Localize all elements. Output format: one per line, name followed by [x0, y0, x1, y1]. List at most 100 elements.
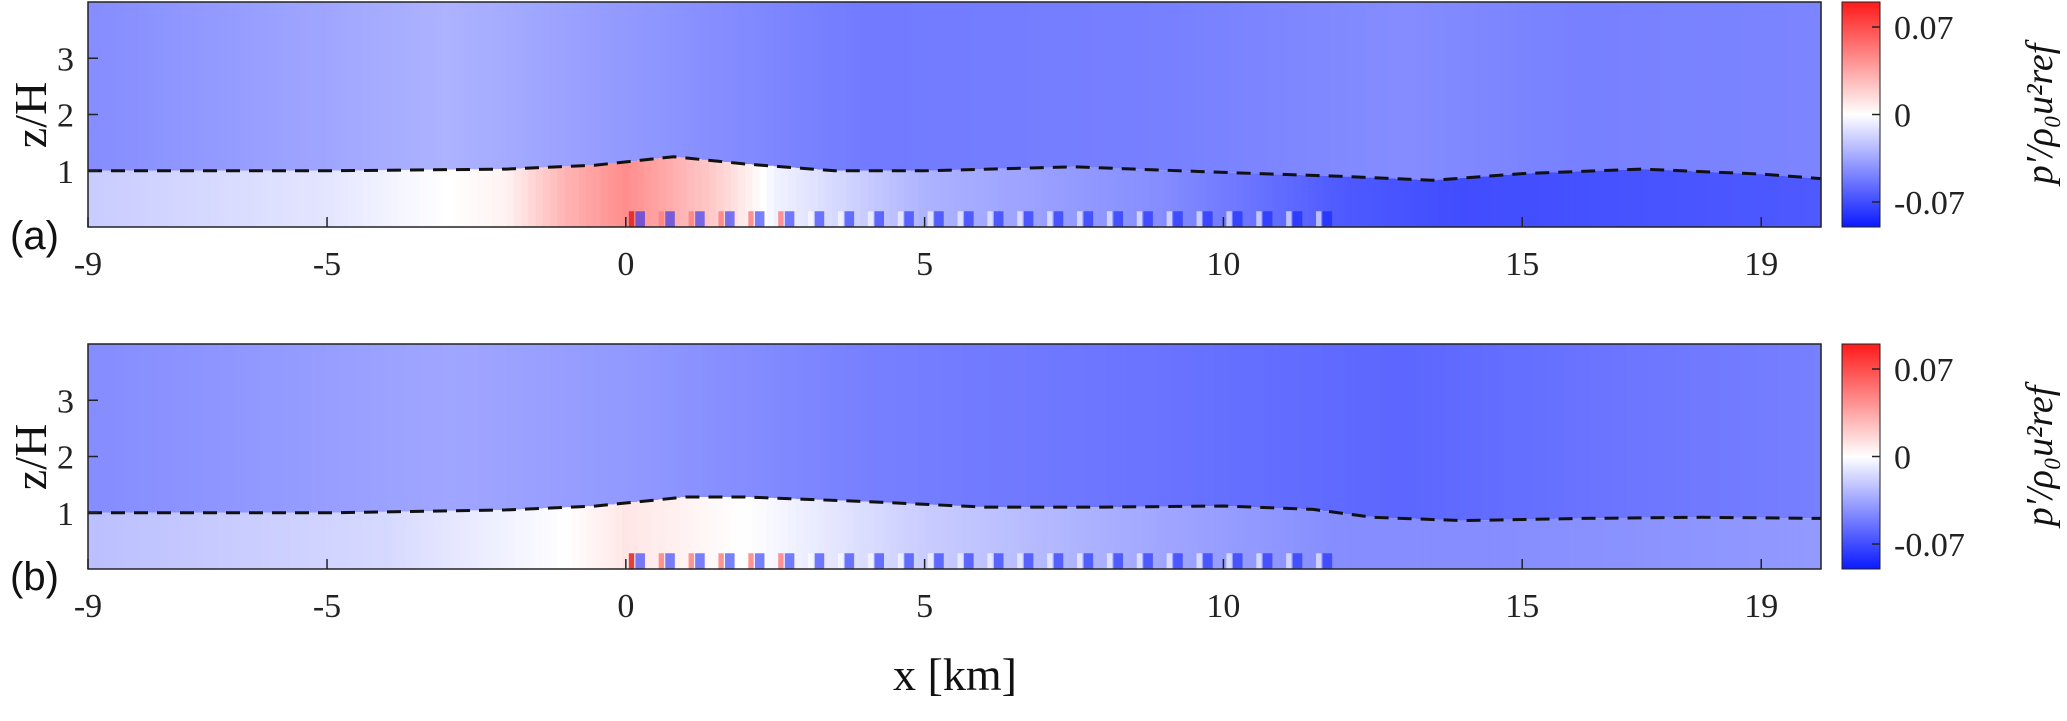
field-cell-lower [1582, 171, 1591, 227]
field-cell-lower [1763, 517, 1772, 569]
field-cell-upper [1813, 2, 1822, 179]
field-cell-lower [1243, 173, 1252, 227]
field-cell-upper [1351, 344, 1360, 515]
field-cell-upper [1431, 2, 1439, 181]
field-cell-upper [600, 2, 609, 165]
field-cell-upper [1366, 2, 1374, 178]
field-cell-lower [542, 508, 551, 569]
field-cell-upper [1626, 344, 1634, 518]
field-cell-lower [1431, 180, 1439, 227]
field-cell-lower [1546, 172, 1555, 227]
field-cell-upper [615, 344, 623, 504]
vortex-core [635, 211, 645, 227]
field-cell-lower [1308, 175, 1317, 227]
field-cell-lower [1777, 518, 1786, 569]
field-cell-lower [275, 170, 284, 227]
field-cell-upper [1568, 2, 1577, 172]
field-cell-upper [1792, 2, 1800, 177]
field-cell-upper [730, 344, 739, 497]
colorbar-tick-label: 0.07 [1894, 10, 1954, 47]
field-cell-upper [737, 2, 746, 164]
x-tick-label: 0 [617, 588, 634, 625]
field-cell-upper [1626, 2, 1634, 170]
field-cell-upper [217, 2, 226, 171]
vortex-highlight [927, 211, 933, 227]
field-cell-lower [889, 502, 898, 569]
field-cell-lower [499, 509, 508, 569]
x-tick-label: -5 [313, 588, 341, 625]
field-cell-lower [1539, 519, 1548, 569]
field-cell-lower [116, 170, 125, 227]
field-cell-lower [911, 170, 919, 227]
field-cell-lower [1329, 176, 1338, 227]
field-cell-lower [1582, 518, 1591, 569]
field-cell-lower [1604, 170, 1613, 227]
vortex-core [1023, 211, 1034, 227]
field-cell-upper [1351, 2, 1360, 177]
field-cell-lower [196, 512, 205, 569]
field-cell-lower [1568, 518, 1577, 569]
heatmap-field-a [88, 2, 1822, 227]
field-cell-upper [1308, 344, 1317, 510]
field-cell-upper [990, 344, 999, 508]
field-cell-lower [152, 512, 161, 569]
field-cell-upper [1691, 2, 1699, 172]
field-cell-lower [456, 169, 465, 227]
field-cell-upper [1171, 344, 1179, 507]
vortex-highlight [1256, 211, 1262, 227]
field-cell-upper [723, 344, 732, 497]
field-cell-upper [615, 2, 623, 163]
field-cell-lower [976, 506, 984, 569]
field-cell-upper [167, 344, 176, 513]
field-cell-lower [1452, 520, 1461, 569]
x-tick-label: 15 [1505, 588, 1539, 625]
field-cell-lower [1214, 172, 1223, 227]
field-cell-upper [1243, 344, 1252, 507]
field-cell-upper [1070, 344, 1078, 508]
field-cell-upper [88, 344, 96, 513]
field-cell-upper [1163, 344, 1172, 507]
field-cell-upper [1546, 2, 1555, 173]
field-cell-lower [1207, 506, 1216, 569]
field-cell-lower [1344, 513, 1353, 569]
field-cell-upper [1062, 2, 1071, 168]
field-cell-upper [1026, 344, 1035, 508]
field-cell-upper [1272, 2, 1281, 175]
field-cell-lower [1033, 507, 1042, 569]
field-cell-upper [138, 2, 147, 171]
field-cell-upper [1510, 344, 1519, 520]
field-cell-upper [557, 2, 566, 167]
vortex-core [784, 553, 795, 569]
field-cell-upper [492, 2, 501, 170]
field-cell-lower [1077, 507, 1086, 569]
field-cell-upper [1662, 2, 1670, 171]
field-cell-upper [1077, 2, 1086, 168]
field-cell-upper [196, 2, 205, 171]
vortex-highlight [837, 211, 844, 227]
field-cell-upper [954, 2, 963, 170]
field-cell-lower [1120, 168, 1129, 227]
field-cell-lower [1423, 519, 1432, 569]
field-cell-upper [1683, 344, 1692, 518]
field-cell-upper [528, 344, 537, 509]
field-cell-upper [1539, 2, 1548, 173]
field-cell-lower [716, 497, 725, 569]
field-cell-lower [1481, 520, 1490, 569]
field-cell-lower [189, 170, 197, 227]
field-cell-lower [1156, 506, 1165, 569]
field-cell-upper [1409, 2, 1418, 180]
field-cell-lower [449, 169, 457, 227]
field-cell-lower [210, 512, 219, 569]
field-cell-lower [875, 170, 883, 227]
field-cell-upper [1171, 2, 1179, 171]
vortex-highlight [1226, 553, 1232, 569]
field-cell-upper [1178, 344, 1187, 507]
field-cell-upper [976, 2, 984, 170]
field-cell-upper [109, 2, 118, 171]
field-cell-lower [867, 170, 876, 227]
y-tick-label: 2 [57, 98, 74, 135]
field-cell-lower [1683, 170, 1692, 227]
field-cell-lower [441, 510, 450, 569]
field-cell-lower [1228, 506, 1237, 569]
field-cell-lower [571, 166, 580, 227]
